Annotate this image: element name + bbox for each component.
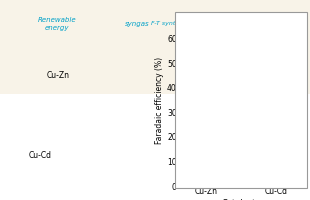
Text: Cu-Zn: Cu-Zn: [46, 72, 69, 80]
Bar: [206, 39, 228, 186]
Text: F-T synthesis: F-T synthesis: [151, 21, 191, 26]
Bar: [0, 0, 310, 94]
Legend: H₂, CO: H₂, CO: [270, 18, 300, 45]
Y-axis label: Faradaic efficiency (%): Faradaic efficiency (%): [155, 56, 164, 144]
Text: Renewable
energy: Renewable energy: [38, 17, 76, 31]
X-axis label: Catalysts: Catalysts: [222, 199, 260, 200]
Bar: [184, 115, 206, 186]
Bar: [276, 68, 298, 186]
Bar: [254, 112, 276, 186]
Text: Cu-Cd: Cu-Cd: [29, 152, 51, 160]
Text: syngas: syngas: [125, 21, 149, 27]
